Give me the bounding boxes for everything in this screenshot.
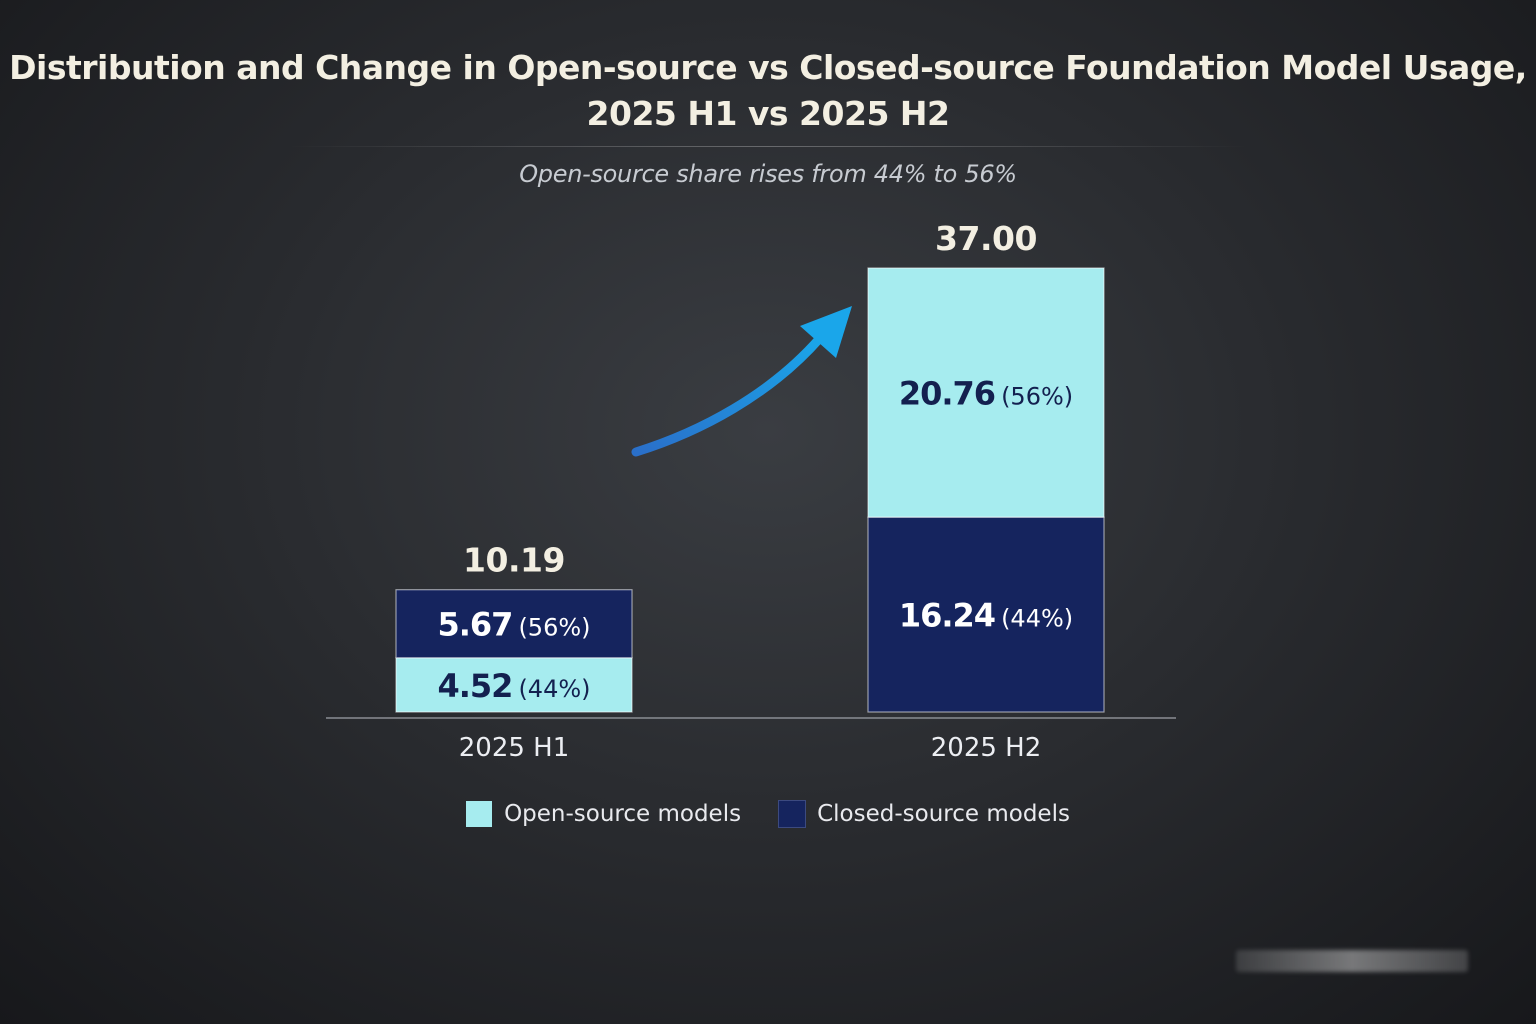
legend-label-closed-source: Closed-source models bbox=[817, 801, 1070, 827]
data-label-open-source-2: 20.76 (56%) bbox=[899, 375, 1073, 413]
category-label-2: 2025 H2 bbox=[931, 733, 1042, 763]
watermark bbox=[1236, 950, 1468, 972]
bar-open-source-2 bbox=[867, 267, 1105, 518]
legend-item-open-source: Open-source models bbox=[466, 798, 741, 830]
bar-closed-source-2 bbox=[867, 516, 1105, 713]
category-label-1: 2025 H1 bbox=[459, 733, 570, 763]
bar-open-source-1 bbox=[395, 657, 633, 713]
data-label-open-source-1: 4.52 (44%) bbox=[437, 667, 590, 705]
chart-title-line-1: Distribution and Change in Open-source v… bbox=[9, 48, 1527, 87]
arrow-head-icon bbox=[800, 306, 852, 358]
bar-closed-source-1 bbox=[395, 589, 633, 659]
legend-label-open-source: Open-source models bbox=[504, 801, 742, 827]
arrow-up-right-icon bbox=[631, 333, 825, 457]
legend-item-closed-source: Closed-source models bbox=[778, 798, 1070, 830]
legend-swatch-closed-source bbox=[778, 800, 807, 828]
data-label-closed-source-2: 16.24 (44%) bbox=[899, 597, 1073, 635]
data-label-closed-source-1: 5.67 (56%) bbox=[437, 606, 590, 644]
chart-legend: Open-source models Closed-source models bbox=[0, 798, 1536, 830]
legend-swatch-open-source bbox=[466, 801, 493, 827]
chart-subtitle: Open-source share rises from 44% to 56% bbox=[519, 160, 1017, 188]
title-divider bbox=[288, 146, 1248, 147]
total-label-1: 10.19 bbox=[463, 541, 565, 580]
chart-title-line-2: 2025 H1 vs 2025 H2 bbox=[586, 94, 950, 133]
total-label-2: 37.00 bbox=[935, 219, 1037, 258]
